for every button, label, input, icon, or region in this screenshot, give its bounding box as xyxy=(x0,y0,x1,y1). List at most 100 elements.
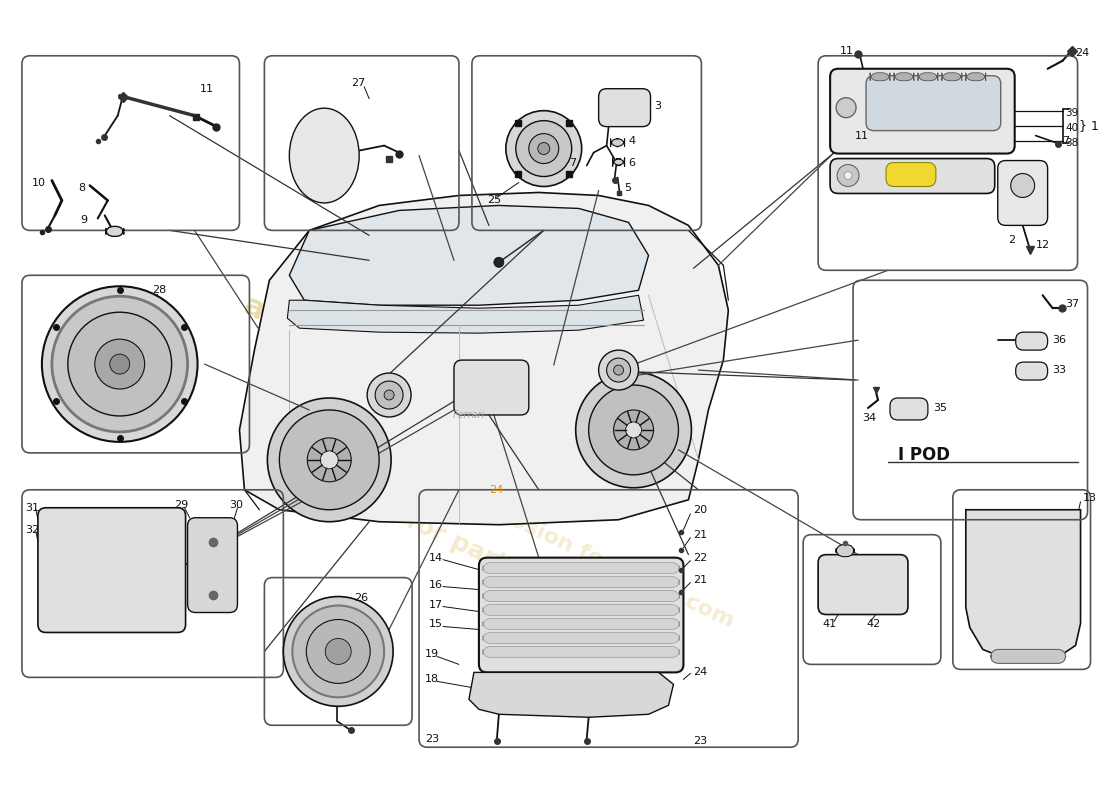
FancyBboxPatch shape xyxy=(991,650,1066,663)
Text: a passion for parts.com: a passion for parts.com xyxy=(460,488,737,631)
FancyBboxPatch shape xyxy=(966,73,986,81)
Text: 22: 22 xyxy=(693,553,707,562)
Text: a passion for parts.com: a passion for parts.com xyxy=(273,448,585,611)
FancyBboxPatch shape xyxy=(998,161,1047,226)
Text: 11: 11 xyxy=(855,130,869,141)
FancyBboxPatch shape xyxy=(598,89,650,126)
Text: 7: 7 xyxy=(1063,135,1069,146)
Text: 32: 32 xyxy=(25,525,40,534)
FancyBboxPatch shape xyxy=(836,545,854,557)
Text: 11: 11 xyxy=(199,84,213,94)
Circle shape xyxy=(494,258,504,267)
Text: 24: 24 xyxy=(488,485,503,494)
FancyBboxPatch shape xyxy=(483,605,680,615)
FancyBboxPatch shape xyxy=(37,508,186,633)
Polygon shape xyxy=(240,193,728,525)
Text: 6: 6 xyxy=(628,158,636,167)
FancyBboxPatch shape xyxy=(454,360,529,415)
Polygon shape xyxy=(966,510,1080,659)
Text: 20: 20 xyxy=(693,505,707,514)
Text: 34: 34 xyxy=(862,413,877,423)
Text: 16: 16 xyxy=(429,579,443,590)
Circle shape xyxy=(836,98,856,118)
Circle shape xyxy=(42,286,198,442)
Text: 18: 18 xyxy=(425,674,439,684)
Text: 12: 12 xyxy=(1035,240,1049,250)
Text: 36: 36 xyxy=(1053,335,1067,345)
Text: 19: 19 xyxy=(425,650,439,659)
FancyBboxPatch shape xyxy=(483,590,680,602)
Circle shape xyxy=(306,619,371,683)
Text: 21: 21 xyxy=(693,574,707,585)
Circle shape xyxy=(837,165,859,186)
FancyBboxPatch shape xyxy=(894,73,914,81)
Text: 24: 24 xyxy=(1076,48,1090,58)
FancyBboxPatch shape xyxy=(478,558,683,672)
FancyBboxPatch shape xyxy=(106,226,123,236)
FancyBboxPatch shape xyxy=(1015,332,1047,350)
FancyBboxPatch shape xyxy=(830,158,994,194)
Circle shape xyxy=(529,134,559,163)
Text: 37: 37 xyxy=(1066,299,1080,310)
Text: 7: 7 xyxy=(569,158,575,167)
Circle shape xyxy=(844,171,852,179)
FancyBboxPatch shape xyxy=(818,554,907,614)
Text: 42: 42 xyxy=(866,619,880,630)
Circle shape xyxy=(614,365,624,375)
FancyBboxPatch shape xyxy=(483,618,680,630)
Text: 23: 23 xyxy=(693,736,707,746)
Text: a passion for parts.com: a passion for parts.com xyxy=(239,291,619,489)
Text: 4: 4 xyxy=(628,135,636,146)
FancyBboxPatch shape xyxy=(917,73,938,81)
Text: 38: 38 xyxy=(1066,138,1079,147)
Text: 8: 8 xyxy=(78,183,85,194)
FancyBboxPatch shape xyxy=(942,73,961,81)
FancyBboxPatch shape xyxy=(483,633,680,643)
Text: 25: 25 xyxy=(487,195,500,206)
Text: 2: 2 xyxy=(1008,235,1015,246)
Text: 10: 10 xyxy=(32,178,46,189)
Circle shape xyxy=(279,410,379,510)
Text: 5: 5 xyxy=(625,183,631,194)
Circle shape xyxy=(320,451,338,469)
Circle shape xyxy=(284,597,393,706)
FancyBboxPatch shape xyxy=(866,76,1001,130)
Polygon shape xyxy=(289,206,649,306)
FancyBboxPatch shape xyxy=(870,73,890,81)
Circle shape xyxy=(375,381,403,409)
Circle shape xyxy=(1011,174,1035,198)
Text: 31: 31 xyxy=(25,502,39,513)
Text: 14: 14 xyxy=(429,553,443,562)
Circle shape xyxy=(614,410,653,450)
Circle shape xyxy=(293,606,384,698)
Text: 30: 30 xyxy=(230,500,243,510)
Circle shape xyxy=(367,373,411,417)
Text: } 1: } 1 xyxy=(1078,119,1099,132)
Text: 33: 33 xyxy=(1053,365,1067,375)
Circle shape xyxy=(516,121,572,177)
FancyBboxPatch shape xyxy=(610,138,625,146)
Text: 35: 35 xyxy=(933,403,947,413)
Text: 39: 39 xyxy=(1066,108,1079,118)
Text: 26: 26 xyxy=(354,593,368,602)
Circle shape xyxy=(267,398,392,522)
Text: 9: 9 xyxy=(80,215,87,226)
FancyBboxPatch shape xyxy=(188,518,238,613)
FancyBboxPatch shape xyxy=(886,162,936,186)
Text: 40: 40 xyxy=(1066,122,1079,133)
Polygon shape xyxy=(287,295,644,333)
Polygon shape xyxy=(469,672,673,718)
Text: Ferrari: Ferrari xyxy=(453,410,485,420)
Circle shape xyxy=(626,422,641,438)
Text: 23: 23 xyxy=(425,734,439,744)
Ellipse shape xyxy=(289,108,360,203)
Text: I POD: I POD xyxy=(898,446,950,464)
Text: 3: 3 xyxy=(654,101,661,110)
Circle shape xyxy=(52,296,188,432)
Text: 27: 27 xyxy=(351,78,365,88)
Text: 15: 15 xyxy=(429,619,443,630)
FancyBboxPatch shape xyxy=(483,646,680,658)
Text: 21: 21 xyxy=(693,530,707,540)
Circle shape xyxy=(598,350,638,390)
FancyBboxPatch shape xyxy=(1015,362,1047,380)
